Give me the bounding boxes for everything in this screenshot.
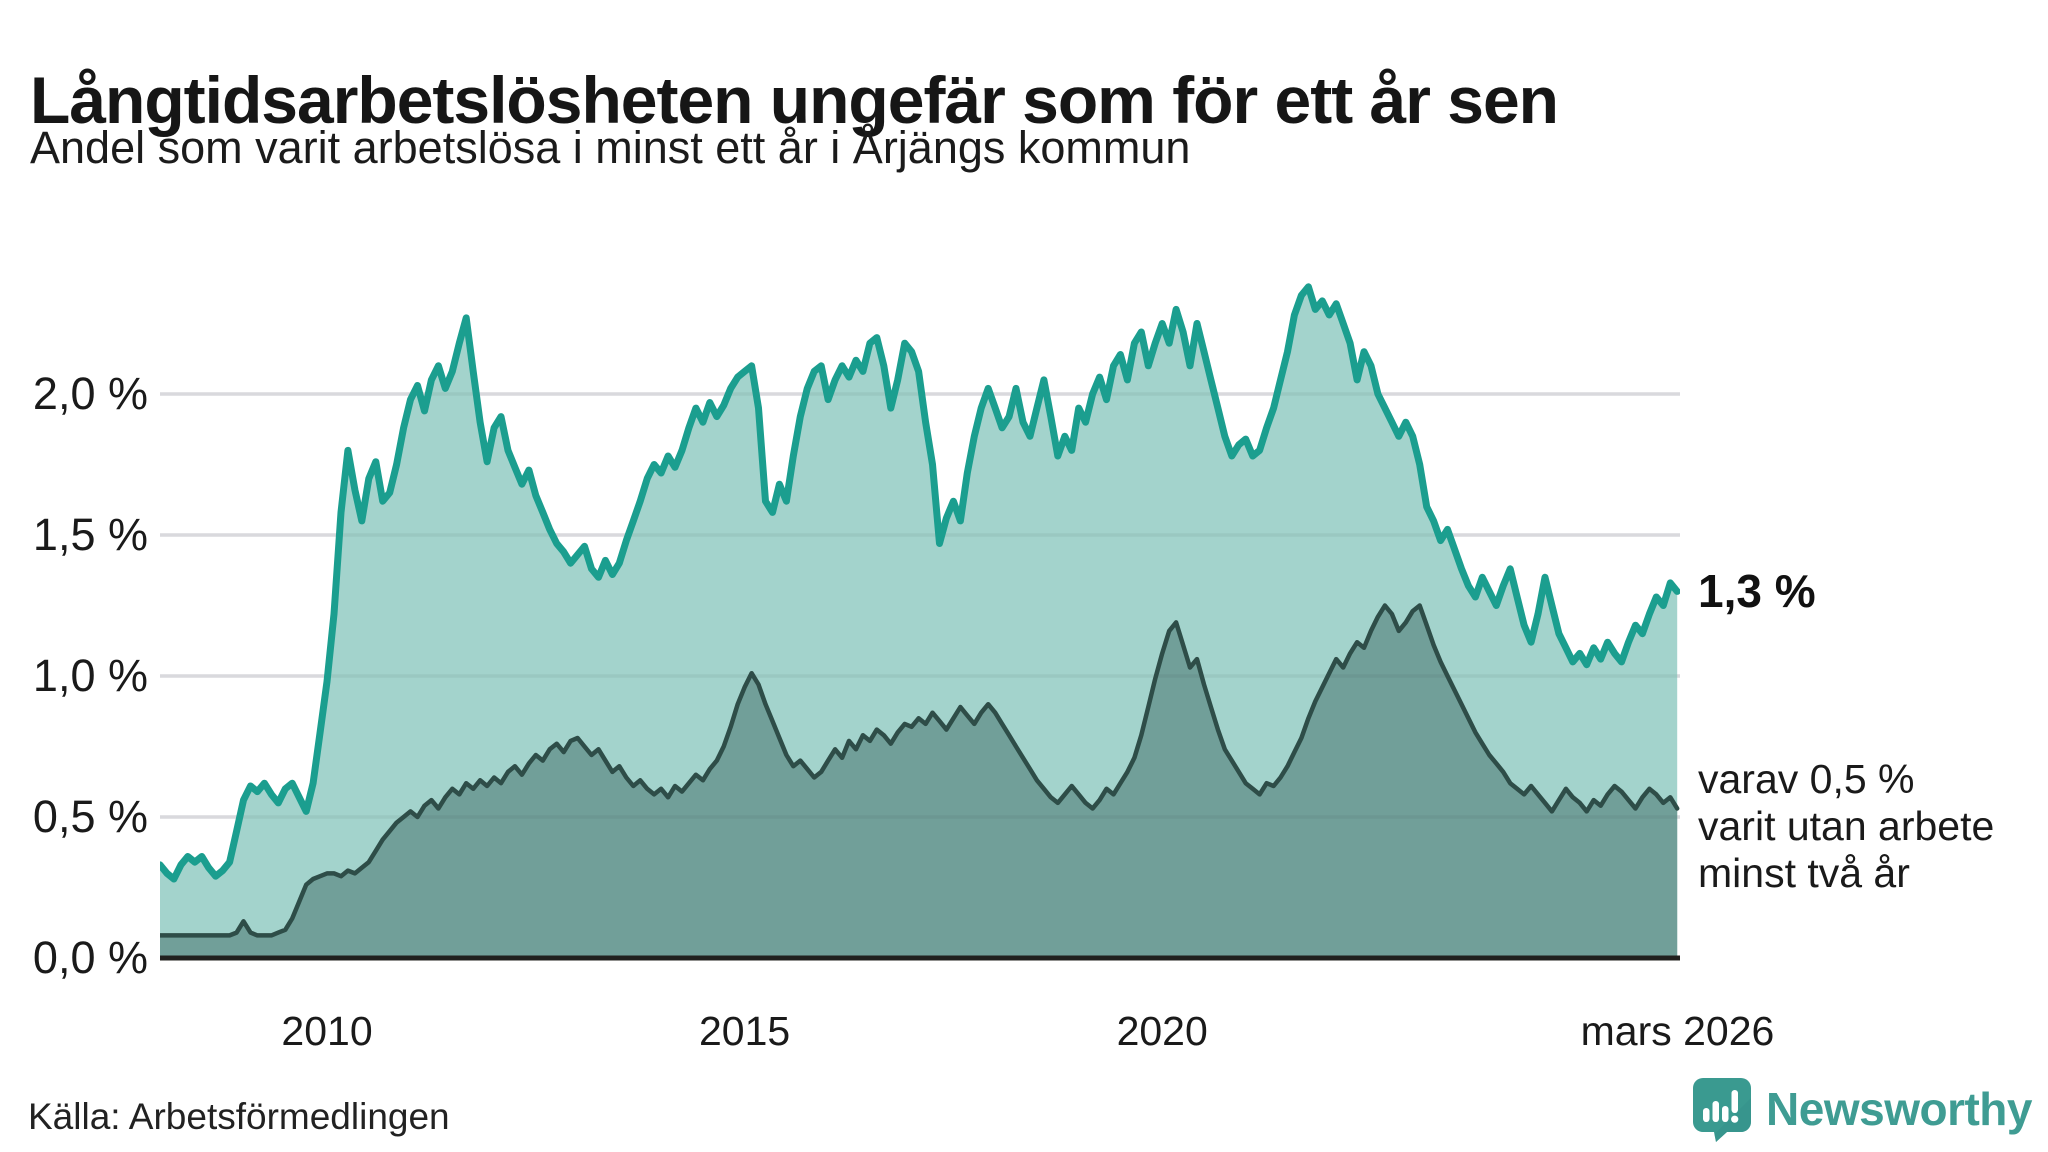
- source-credit: Källa: Arbetsförmedlingen: [28, 1096, 450, 1137]
- page-title: Långtidsarbetslösheten ungefär som för e…: [30, 63, 1559, 138]
- x-tick-label: 2015: [699, 1008, 791, 1054]
- line-unemployed-one-year: [160, 283, 1680, 883]
- annotation-line: varav 0,5 %: [1698, 756, 1915, 802]
- annotation-line: varit utan arbete: [1698, 803, 1995, 849]
- line-unemployed-two-years: [160, 603, 1680, 938]
- x-tick-label: 2020: [1116, 1008, 1208, 1054]
- y-tick-label: 0,5 %: [32, 791, 148, 842]
- x-tick-label: mars 2026: [1580, 1008, 1775, 1054]
- secondary-series-annotation: varav 0,5 % varit utan arbete minst två …: [1698, 756, 1994, 897]
- x-tick-label: 2010: [281, 1008, 373, 1054]
- newsworthy-wordmark: Newsworthy: [1766, 1083, 2032, 1135]
- area-chart: [160, 283, 1680, 961]
- y-tick-label: 1,0 %: [32, 650, 148, 701]
- area-unemployed-two-years: [160, 605, 1678, 958]
- latest-value-annotation: 1,3 %: [1698, 565, 1816, 617]
- page-subtitle: Andel som varit arbetslösa i minst ett å…: [30, 122, 1191, 173]
- annotation-line: minst två år: [1698, 850, 1910, 896]
- y-tick-label: 2,0 %: [32, 368, 148, 419]
- newsworthy-logo: Newsworthy: [1691, 1076, 2032, 1142]
- newsworthy-bubble-icon: [1693, 1078, 1752, 1142]
- y-tick-label: 1,5 %: [32, 509, 148, 560]
- y-tick-label: 0,0 %: [32, 932, 148, 983]
